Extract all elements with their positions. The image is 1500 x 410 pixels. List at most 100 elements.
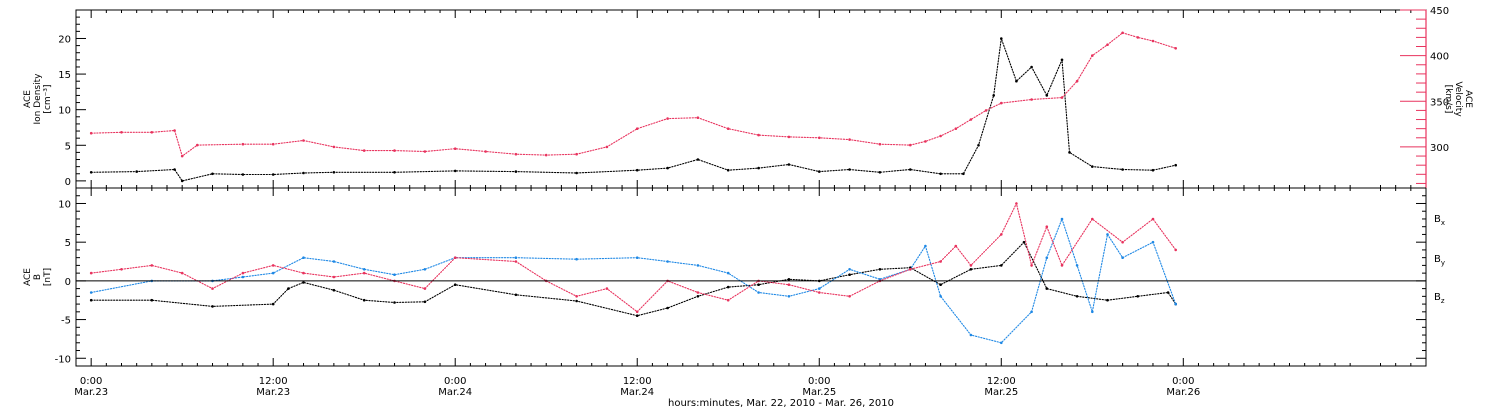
data-point-bz [575,295,578,298]
data-point-velocity [1075,79,1079,83]
data-point-ion-density [696,158,700,161]
data-point-bx [150,298,154,302]
data-point-by [241,275,245,279]
data-point-ion-density [909,168,912,171]
data-point-by [393,273,396,277]
data-point-ion-density [271,173,275,176]
ion-density-axis-title: [cm⁻³] [43,84,53,113]
data-point-velocity [635,127,639,130]
data-point-velocity [484,150,487,153]
data-point-by [696,264,700,267]
data-point-ion-density [977,144,980,147]
data-point-ion-density [1091,165,1094,168]
data-point-by [514,256,518,260]
y-tick-label-bottom: 10 [58,199,71,210]
data-point-by [635,256,639,260]
data-point-bx [726,285,730,289]
data-point-velocity [423,150,427,153]
data-point-ion-density [939,172,942,176]
data-point-bz [969,264,973,267]
velocity-axis-title: [km/s] [1443,85,1453,114]
x-axis-title: hours:minutes, Mar. 22, 2010 - Mar. 26, … [668,398,894,409]
data-point-by [1121,256,1124,260]
data-point-bz [271,264,275,267]
data-point-ion-density [992,94,995,97]
data-point-bx [393,301,396,304]
data-point-bx [302,281,305,284]
data-point-bz [211,287,214,290]
data-point-velocity [757,133,760,137]
bottom-panel-frame [75,187,1427,367]
data-point-by [1000,341,1003,345]
series-line-velocity [90,32,1177,158]
data-point-bz [302,271,305,275]
series-line-ion-density [90,38,1177,182]
data-point-bx [271,302,275,306]
data-point-ion-density [1000,37,1003,40]
data-point-bz [180,271,184,275]
y-tick-label-left: 0 [65,177,71,188]
data-point-bz [423,287,427,290]
panel-frames [75,9,1427,367]
x-tick-date-label: Mar.24 [438,387,472,398]
legend-subscript: z [1441,297,1445,305]
data-point-by [1060,217,1064,221]
data-point-by [1045,256,1049,260]
legend-subscript: y [1441,259,1445,267]
data-point-velocity [362,149,366,152]
x-tick-time-label: 0:00 [808,376,830,387]
data-point-bz [954,244,958,248]
data-point-by [1151,240,1155,244]
data-point-bz [696,291,700,294]
data-point-velocity [271,142,275,146]
data-point-velocity [939,134,942,138]
chart-labels: 0:00Mar.2312:00Mar.230:00Mar.2412:00Mar.… [23,6,1473,409]
data-point-ion-density [575,171,578,175]
ion-density-axis-title: Ion Density [33,73,43,125]
x-tick-time-label: 12:00 [623,376,652,387]
data-point-by [89,291,93,294]
velocity-axis-title: ACE [1463,90,1473,108]
data-point-velocity [1136,36,1140,39]
data-point-ion-density [135,170,138,173]
data-point-ion-density [666,166,669,170]
data-point-velocity [666,117,669,120]
data-point-by [666,260,669,263]
data-point-velocity [302,139,305,142]
data-point-bx [1106,298,1109,302]
data-point-bz [514,260,518,263]
data-point-bx [362,298,366,302]
data-point-bz [848,295,851,298]
data-point-bz [241,271,245,275]
data-point-velocity [196,143,199,147]
data-point-by [575,257,578,261]
data-point-bx [332,288,336,292]
series-line-bx [90,241,1177,317]
data-point-velocity [1000,101,1003,105]
y-tick-label-bottom: 0 [65,277,71,288]
x-tick-time-label: 12:00 [259,376,288,387]
data-point-bz [332,275,336,279]
y-tick-label-left: 20 [58,34,71,45]
data-point-ion-density [787,163,791,166]
data-point-velocity [1151,39,1155,43]
x-tick-date-label: Mar.23 [256,387,290,398]
data-point-bz [1045,225,1049,228]
data-point-by [969,333,973,337]
data-point-ion-density [1068,151,1071,154]
data-point-ion-density [1060,58,1064,62]
data-point-velocity [393,149,396,152]
y-tick-label-bottom: -10 [55,354,71,365]
data-point-velocity [969,118,973,121]
x-tick-time-label: 0:00 [444,376,466,387]
top-panel-frame [75,9,1427,189]
data-point-bz [1091,217,1094,221]
data-point-bz [787,283,791,287]
y-tick-label-left: 15 [58,70,71,81]
data-point-velocity [453,147,457,150]
data-point-ion-density [514,170,518,173]
data-point-bx [423,300,427,304]
data-point-bx [287,287,290,290]
data-point-velocity [150,131,154,134]
